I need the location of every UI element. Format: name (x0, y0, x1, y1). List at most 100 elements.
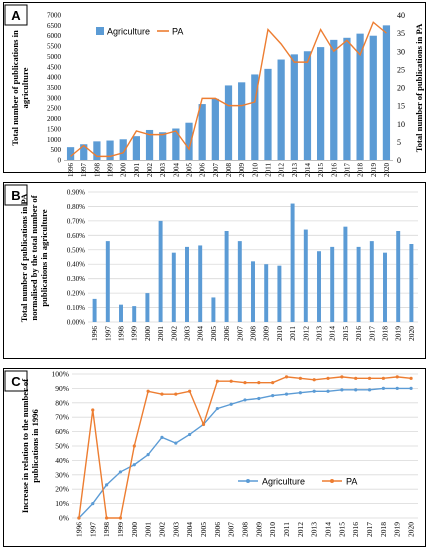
x-tick-label: 2008 (225, 163, 233, 178)
pa-point (367, 376, 372, 380)
normalised-bar (277, 265, 282, 322)
y-right-tick-label: 10 (397, 120, 405, 129)
x-tick-label: 2020 (407, 522, 416, 537)
normalised-bar (369, 241, 374, 322)
pa-point (160, 392, 164, 396)
x-tick-label: 1996 (67, 163, 75, 178)
y-tick-label: 80% (55, 398, 69, 407)
agriculture-bar (290, 54, 298, 160)
agriculture-bar (185, 122, 193, 160)
x-tick-label: 2007 (212, 163, 220, 178)
x-tick-label: 2017 (367, 326, 376, 341)
y-tick-label: 30% (55, 470, 69, 479)
y-tick-label: 40% (55, 456, 69, 465)
y-left-tick-label: 500 (51, 146, 62, 154)
pa-point (174, 392, 178, 396)
y-tick-label: 0.80% (67, 203, 85, 211)
agriculture-point (257, 396, 261, 401)
agriculture-point (354, 388, 358, 392)
x-tick-label: 2008 (249, 326, 258, 341)
y-left-tick-label: 5000 (47, 53, 62, 61)
agriculture-point (188, 432, 192, 437)
y-left-axis-title: Total number of publications in agricultu… (10, 30, 30, 146)
x-tick-label: 1997 (88, 522, 97, 537)
pa-point (215, 379, 219, 383)
normalised-bar (211, 297, 216, 322)
agriculture-point (215, 406, 219, 411)
x-tick-label: 2000 (143, 326, 152, 341)
pa-point (118, 516, 123, 520)
agriculture-point (326, 389, 330, 393)
y-right-tick-label: 15 (397, 102, 405, 111)
x-tick-label: 2007 (235, 326, 244, 341)
x-tick-label: 1999 (116, 522, 125, 537)
y-tick-label: 0.40% (67, 261, 85, 269)
agriculture-bar (159, 132, 167, 160)
normalised-bar (396, 231, 401, 322)
x-tick-label: 1997 (80, 163, 88, 178)
normalised-bar (251, 261, 255, 322)
x-tick-label: 2019 (394, 326, 403, 341)
panel-b-letter-box (4, 184, 28, 206)
x-tick-label: 2000 (120, 163, 128, 178)
panel-a-letter: A (11, 8, 21, 23)
x-tick-label: 2018 (379, 522, 388, 537)
x-tick-label: 2012 (301, 326, 310, 341)
y-right-tick-label: 5 (397, 138, 401, 147)
x-tick-label: 2005 (199, 522, 208, 537)
x-tick-label: 2015 (341, 326, 350, 341)
y-axis-title-line: publications in 1996 (30, 409, 40, 483)
x-tick-label: 2011 (288, 326, 297, 341)
normalised-bar (158, 220, 163, 322)
x-tick-label: 2010 (251, 163, 259, 178)
x-tick-label: 1999 (130, 326, 139, 341)
y-tick-label: 60% (55, 427, 69, 436)
x-tick-label: 2003 (159, 163, 167, 178)
x-tick-label: 2018 (381, 326, 390, 341)
y-tick-label: 0.60% (67, 232, 85, 240)
normalised-bar (317, 251, 321, 322)
x-tick-label: 2016 (330, 163, 338, 178)
y-tick-label: 0% (59, 514, 69, 523)
agriculture-bar (303, 51, 312, 160)
x-tick-label: 2014 (304, 163, 312, 178)
pa-point (91, 408, 95, 412)
agriculture-point (340, 388, 344, 392)
agriculture-point (229, 402, 233, 406)
agriculture-point (271, 394, 275, 398)
y-tick-label: 0.10% (67, 304, 85, 312)
y-right-tick-label: 30 (397, 47, 405, 56)
agriculture-point (298, 391, 302, 395)
x-tick-label: 2002 (157, 522, 166, 537)
pa-point (201, 422, 206, 426)
x-tick-label: 2008 (241, 522, 250, 537)
y-tick-label: 0.00% (67, 319, 85, 327)
y-left-tick-label: 4500 (47, 63, 62, 71)
normalised-bar (383, 252, 387, 322)
x-tick-label: 2004 (196, 326, 205, 341)
agriculture-point (312, 389, 316, 393)
y-tick-label: 0.50% (67, 246, 85, 254)
agriculture-bar (80, 144, 88, 160)
agriculture-point (146, 453, 150, 457)
x-tick-label: 2019 (393, 522, 402, 537)
agriculture-bar (93, 141, 101, 160)
pa-point (381, 376, 385, 380)
pa-point (188, 389, 192, 393)
normalised-bar (303, 229, 308, 322)
normalised-bar (264, 264, 269, 322)
normalised-bar (198, 245, 203, 322)
x-tick-label: 2016 (351, 522, 360, 537)
pa-point (326, 376, 330, 380)
agriculture-bar (251, 74, 259, 160)
x-tick-label: 2012 (296, 522, 305, 537)
agriculture-bar (264, 68, 272, 160)
x-tick-label: 2012 (278, 163, 286, 178)
normalised-bar (171, 252, 176, 322)
y-axis-title-line: Total number of publications in PA (19, 193, 29, 322)
agriculture-point (91, 502, 95, 506)
x-tick-label: 2017 (343, 163, 351, 178)
x-tick-label: 1998 (102, 522, 111, 537)
pa-point (395, 375, 399, 379)
y-left-tick-label: 2000 (47, 115, 62, 123)
